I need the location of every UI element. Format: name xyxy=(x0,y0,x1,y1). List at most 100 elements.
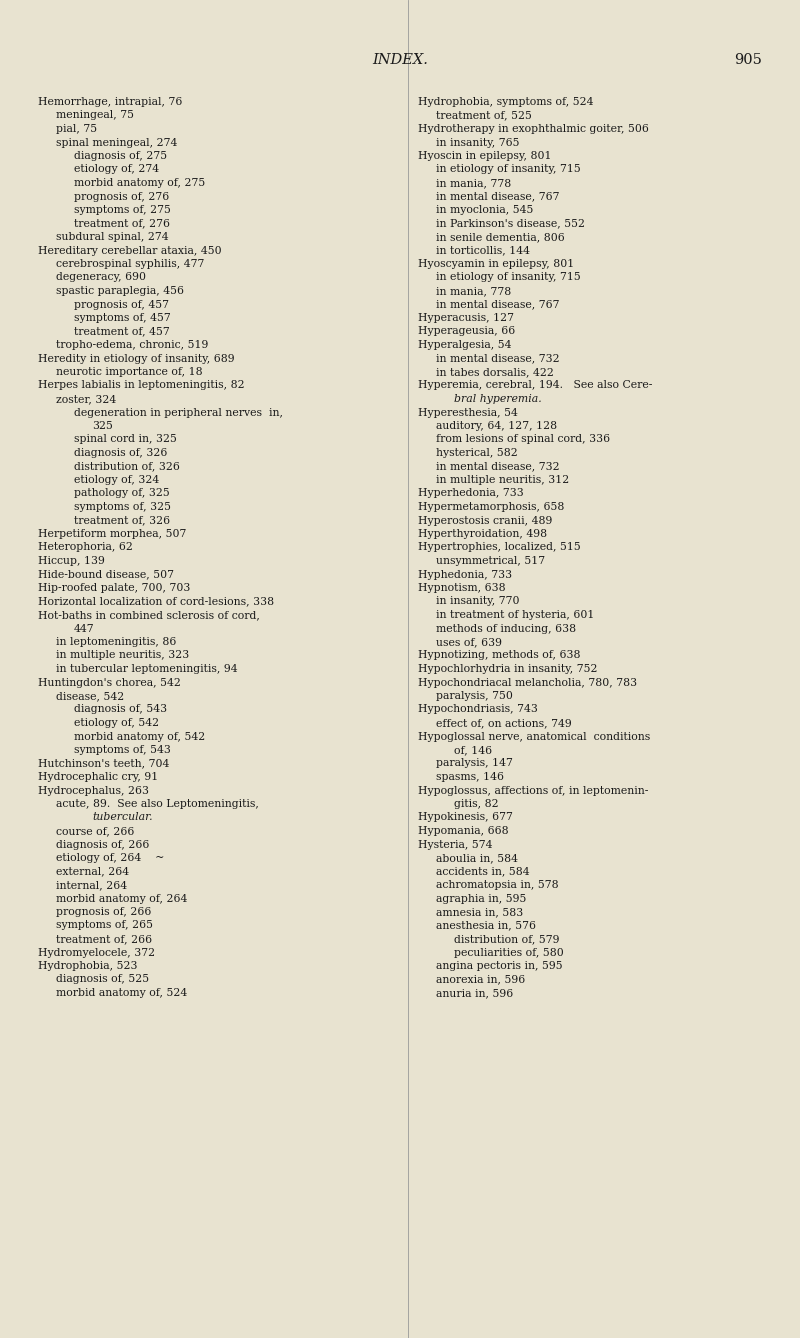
Text: Huntingdon's chorea, 542: Huntingdon's chorea, 542 xyxy=(38,677,181,688)
Text: 447: 447 xyxy=(74,624,94,633)
Text: amnesia in, 583: amnesia in, 583 xyxy=(436,907,523,917)
Text: agraphia in, 595: agraphia in, 595 xyxy=(436,894,526,903)
Text: in multiple neuritis, 323: in multiple neuritis, 323 xyxy=(56,650,190,661)
Text: peculiarities of, 580: peculiarities of, 580 xyxy=(454,947,564,958)
Text: treatment of, 266: treatment of, 266 xyxy=(56,934,152,945)
Text: external, 264: external, 264 xyxy=(56,867,129,876)
Text: in insanity, 765: in insanity, 765 xyxy=(436,138,519,147)
Text: in torticollis, 144: in torticollis, 144 xyxy=(436,245,530,256)
Text: Hyperalgesia, 54: Hyperalgesia, 54 xyxy=(418,340,511,351)
Text: Hypochlorhydria in insanity, 752: Hypochlorhydria in insanity, 752 xyxy=(418,664,598,674)
Text: Hydrotherapy in exophthalmic goiter, 506: Hydrotherapy in exophthalmic goiter, 506 xyxy=(418,124,649,134)
Text: gitis, 82: gitis, 82 xyxy=(454,799,498,809)
Text: etiology of, 274: etiology of, 274 xyxy=(74,165,159,174)
Text: etiology of, 264    ~: etiology of, 264 ~ xyxy=(56,854,164,863)
Text: Hydromyelocele, 372: Hydromyelocele, 372 xyxy=(38,947,155,958)
Text: in multiple neuritis, 312: in multiple neuritis, 312 xyxy=(436,475,570,484)
Text: unsymmetrical, 517: unsymmetrical, 517 xyxy=(436,557,545,566)
Text: symptoms of, 265: symptoms of, 265 xyxy=(56,921,153,930)
Text: auditory, 64, 127, 128: auditory, 64, 127, 128 xyxy=(436,421,557,431)
Text: treatment of, 525: treatment of, 525 xyxy=(436,111,532,120)
Text: anesthesia in, 576: anesthesia in, 576 xyxy=(436,921,536,930)
Text: pathology of, 325: pathology of, 325 xyxy=(74,488,170,499)
Text: Hysteria, 574: Hysteria, 574 xyxy=(418,839,493,850)
Text: diagnosis of, 543: diagnosis of, 543 xyxy=(74,705,167,714)
Text: morbid anatomy of, 542: morbid anatomy of, 542 xyxy=(74,732,206,741)
Text: diagnosis of, 326: diagnosis of, 326 xyxy=(74,448,167,458)
Text: spasms, 146: spasms, 146 xyxy=(436,772,504,781)
Text: Hypnotism, 638: Hypnotism, 638 xyxy=(418,583,506,593)
Text: treatment of, 457: treatment of, 457 xyxy=(74,326,170,336)
Text: etiology of, 542: etiology of, 542 xyxy=(74,719,159,728)
Text: pial, 75: pial, 75 xyxy=(56,124,97,134)
Text: Hemorrhage, intrapial, 76: Hemorrhage, intrapial, 76 xyxy=(38,96,182,107)
Text: etiology of, 324: etiology of, 324 xyxy=(74,475,159,484)
Text: disease, 542: disease, 542 xyxy=(56,690,124,701)
Text: of, 146: of, 146 xyxy=(454,745,492,755)
Text: Hyperacusis, 127: Hyperacusis, 127 xyxy=(418,313,514,322)
Text: Heterophoria, 62: Heterophoria, 62 xyxy=(38,542,133,553)
Text: degeneracy, 690: degeneracy, 690 xyxy=(56,273,146,282)
Text: symptoms of, 275: symptoms of, 275 xyxy=(74,205,171,215)
Text: in mental disease, 732: in mental disease, 732 xyxy=(436,462,560,471)
Text: in mental disease, 732: in mental disease, 732 xyxy=(436,353,560,364)
Text: Hypomania, 668: Hypomania, 668 xyxy=(418,826,509,836)
Text: Hypoglossus, affections of, in leptomenin-: Hypoglossus, affections of, in leptomeni… xyxy=(418,785,648,796)
Text: Hyperthyroidation, 498: Hyperthyroidation, 498 xyxy=(418,529,547,539)
Text: in mental disease, 767: in mental disease, 767 xyxy=(436,300,559,309)
Text: meningeal, 75: meningeal, 75 xyxy=(56,111,134,120)
Text: diagnosis of, 525: diagnosis of, 525 xyxy=(56,974,149,985)
Text: symptoms of, 325: symptoms of, 325 xyxy=(74,502,171,512)
Text: methods of inducing, 638: methods of inducing, 638 xyxy=(436,624,576,633)
Text: Hutchinson's teeth, 704: Hutchinson's teeth, 704 xyxy=(38,759,170,768)
Text: symptoms of, 543: symptoms of, 543 xyxy=(74,745,171,755)
Text: 905: 905 xyxy=(734,54,762,67)
Text: Hyperhedonia, 733: Hyperhedonia, 733 xyxy=(418,488,524,499)
Text: in mania, 778: in mania, 778 xyxy=(436,178,511,189)
Text: Horizontal localization of cord-lesions, 338: Horizontal localization of cord-lesions,… xyxy=(38,597,274,606)
Text: neurotic importance of, 18: neurotic importance of, 18 xyxy=(56,367,202,377)
Text: hysterical, 582: hysterical, 582 xyxy=(436,448,518,458)
Text: Hide-bound disease, 507: Hide-bound disease, 507 xyxy=(38,570,174,579)
Text: prognosis of, 276: prognosis of, 276 xyxy=(74,191,170,202)
Text: anuria in, 596: anuria in, 596 xyxy=(436,987,514,998)
Text: Heredity in etiology of insanity, 689: Heredity in etiology of insanity, 689 xyxy=(38,353,234,364)
Text: Hypoglossal nerve, anatomical  conditions: Hypoglossal nerve, anatomical conditions xyxy=(418,732,650,741)
Text: cerebrospinal syphilis, 477: cerebrospinal syphilis, 477 xyxy=(56,260,204,269)
Text: in etiology of insanity, 715: in etiology of insanity, 715 xyxy=(436,273,581,282)
Text: distribution of, 579: distribution of, 579 xyxy=(454,934,559,945)
Text: prognosis of, 457: prognosis of, 457 xyxy=(74,300,169,309)
Text: effect of, on actions, 749: effect of, on actions, 749 xyxy=(436,719,572,728)
Text: Hypermetamorphosis, 658: Hypermetamorphosis, 658 xyxy=(418,502,564,512)
Text: Hyperesthesia, 54: Hyperesthesia, 54 xyxy=(418,408,518,417)
Text: in myoclonia, 545: in myoclonia, 545 xyxy=(436,205,534,215)
Text: Hypochondriacal melancholia, 780, 783: Hypochondriacal melancholia, 780, 783 xyxy=(418,677,637,688)
Text: Hot-baths in combined sclerosis of cord,: Hot-baths in combined sclerosis of cord, xyxy=(38,610,260,619)
Text: subdural spinal, 274: subdural spinal, 274 xyxy=(56,231,169,242)
Text: course of, 266: course of, 266 xyxy=(56,826,134,836)
Text: tropho-edema, chronic, 519: tropho-edema, chronic, 519 xyxy=(56,340,208,351)
Text: in mental disease, 767: in mental disease, 767 xyxy=(436,191,559,202)
Text: zoster, 324: zoster, 324 xyxy=(56,393,116,404)
Text: in Parkinson's disease, 552: in Parkinson's disease, 552 xyxy=(436,218,585,229)
Text: in tabes dorsalis, 422: in tabes dorsalis, 422 xyxy=(436,367,554,377)
Text: morbid anatomy of, 275: morbid anatomy of, 275 xyxy=(74,178,206,189)
Text: 325: 325 xyxy=(92,421,113,431)
Text: spastic paraplegia, 456: spastic paraplegia, 456 xyxy=(56,286,184,296)
Text: in treatment of hysteria, 601: in treatment of hysteria, 601 xyxy=(436,610,594,619)
Text: morbid anatomy of, 524: morbid anatomy of, 524 xyxy=(56,987,187,998)
Text: distribution of, 326: distribution of, 326 xyxy=(74,462,180,471)
Text: Herpes labialis in leptomeningitis, 82: Herpes labialis in leptomeningitis, 82 xyxy=(38,380,245,391)
Text: Hyperageusia, 66: Hyperageusia, 66 xyxy=(418,326,515,336)
Text: acute, 89.  See also Leptomeningitis,: acute, 89. See also Leptomeningitis, xyxy=(56,799,259,809)
Text: Hyoscyamin in epilepsy, 801: Hyoscyamin in epilepsy, 801 xyxy=(418,260,574,269)
Text: in mania, 778: in mania, 778 xyxy=(436,286,511,296)
Text: in tubercular leptomeningitis, 94: in tubercular leptomeningitis, 94 xyxy=(56,664,238,674)
Text: internal, 264: internal, 264 xyxy=(56,880,127,890)
Text: Hyoscin in epilepsy, 801: Hyoscin in epilepsy, 801 xyxy=(418,151,551,161)
Text: in insanity, 770: in insanity, 770 xyxy=(436,597,519,606)
Text: Hydrocephalic cry, 91: Hydrocephalic cry, 91 xyxy=(38,772,158,781)
Text: Hip-roofed palate, 700, 703: Hip-roofed palate, 700, 703 xyxy=(38,583,190,593)
Text: in senile dementia, 806: in senile dementia, 806 xyxy=(436,231,565,242)
Text: Herpetiform morphea, 507: Herpetiform morphea, 507 xyxy=(38,529,186,539)
